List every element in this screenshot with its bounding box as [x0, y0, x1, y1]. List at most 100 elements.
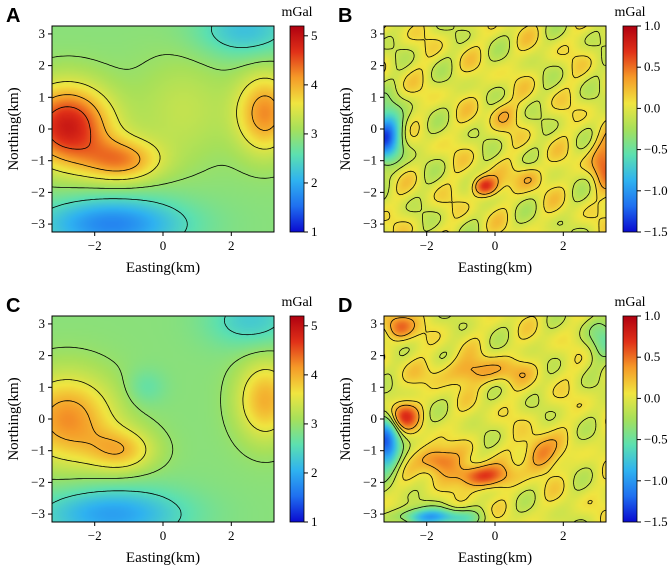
x-tick-label: 0 — [492, 238, 499, 253]
contour-line — [51, 315, 275, 523]
y-tick-label: 3 — [39, 316, 46, 331]
y-tick-label: 0 — [371, 121, 378, 136]
y-tick-label: −3 — [31, 506, 45, 521]
contour-line — [383, 323, 607, 523]
panel-letter: B — [338, 5, 352, 27]
x-tick-label: 2 — [228, 528, 235, 543]
y-axis-label: Northing(km) — [338, 377, 354, 460]
heatmap-image — [52, 26, 274, 232]
y-tick-label: 3 — [371, 316, 378, 331]
contour-line — [383, 92, 404, 166]
x-tick-label: 0 — [160, 528, 167, 543]
colorbar-tick-label: 4 — [311, 77, 318, 92]
y-tick-label: −2 — [31, 474, 45, 489]
colorbar-unit-label: mGal — [281, 295, 312, 310]
y-tick-label: −2 — [363, 474, 377, 489]
y-axis-label: Northing(km) — [6, 377, 22, 460]
contour-line — [51, 25, 275, 233]
colorbar-tick-label: −0.5 — [644, 432, 668, 447]
panel-D: D −2 0 2 −3 −2 −1 0 1 2 3 Easting(km) Northing(km) −1… — [338, 295, 668, 566]
y-tick-label: 2 — [39, 348, 46, 363]
contour-line — [383, 315, 607, 523]
y-axis-label: Northing(km) — [338, 87, 354, 170]
colorbar-tick-label: 0.5 — [644, 349, 660, 364]
heatmap-image — [52, 316, 274, 522]
y-tick-label: 2 — [39, 58, 46, 73]
x-tick-label: −2 — [88, 528, 102, 543]
contour-line — [383, 25, 607, 233]
contour-line — [475, 111, 607, 195]
colorbar-tick-label: −0.5 — [644, 142, 668, 157]
x-tick-label: −2 — [420, 528, 434, 543]
contour-line — [51, 346, 275, 480]
colorbar-tick-label: 0.5 — [644, 59, 660, 74]
x-tick-label: −2 — [88, 238, 102, 253]
x-axis-label: Easting(km) — [458, 260, 532, 276]
y-tick-label: 1 — [39, 89, 46, 104]
colorbar-tick-label: 1 — [311, 224, 318, 239]
colorbar-tick-label: 1.0 — [644, 18, 660, 33]
y-tick-label: −3 — [31, 216, 45, 231]
y-tick-label: 0 — [371, 411, 378, 426]
panel-letter: A — [6, 5, 20, 27]
contour-line — [383, 315, 607, 523]
contour-line — [51, 369, 275, 468]
colorbar-tick-label: 1 — [311, 514, 318, 529]
x-tick-label: 2 — [560, 528, 567, 543]
x-tick-label: 0 — [160, 238, 167, 253]
colorbar-tick-label: 0.0 — [644, 100, 660, 115]
colorbar-tick-label: 2 — [311, 465, 318, 480]
x-axis-label: Easting(km) — [458, 550, 532, 566]
colorbar-tick-label: 3 — [311, 126, 318, 141]
colorbar-tick-label: −1.5 — [644, 514, 668, 529]
y-tick-label: 2 — [371, 58, 378, 73]
x-tick-label: −2 — [420, 238, 434, 253]
panel-letter: C — [6, 295, 20, 317]
y-tick-label: −1 — [363, 443, 377, 458]
colorbar — [622, 25, 638, 233]
y-axis-label: Northing(km) — [6, 87, 22, 170]
y-tick-label: 0 — [39, 121, 46, 136]
colorbar-tick-label: 0.0 — [644, 390, 660, 405]
colorbar-tick-label: 4 — [311, 367, 318, 382]
colorbar-tick-label: −1.0 — [644, 183, 668, 198]
y-tick-label: 3 — [39, 26, 46, 41]
x-tick-label: 0 — [492, 528, 499, 543]
x-tick-label: 2 — [228, 238, 235, 253]
colorbar-unit-label: mGal — [614, 5, 645, 20]
y-tick-label: 1 — [371, 89, 378, 104]
colorbar-tick-label: 2 — [311, 175, 318, 190]
panel-C: C −2 0 2 −3 −2 −1 0 1 2 3 Easting(km) Northing(km) 1 2… — [6, 295, 318, 566]
colorbar-tick-label: 5 — [311, 318, 318, 333]
colorbar — [289, 25, 305, 233]
y-tick-label: 2 — [371, 348, 378, 363]
y-tick-label: 3 — [371, 26, 378, 41]
colorbar-unit-label: mGal — [614, 295, 645, 310]
y-tick-label: −1 — [363, 153, 377, 168]
contour-line — [51, 94, 275, 172]
contour-line — [390, 317, 558, 486]
panel-A: A −2 0 2 −3 −2 −1 0 1 2 3 Easting(km) Northing(km) 1 2… — [6, 5, 318, 276]
colorbar-tick-label: 3 — [311, 416, 318, 431]
colorbar — [622, 315, 638, 523]
y-tick-label: 0 — [39, 411, 46, 426]
colorbar-tick-label: −1.0 — [644, 473, 668, 488]
y-tick-label: −3 — [363, 506, 377, 521]
contour-line — [383, 25, 607, 233]
y-tick-label: −1 — [31, 443, 45, 458]
y-tick-label: 1 — [39, 379, 46, 394]
colorbar-tick-label: 5 — [311, 28, 318, 43]
colorbar-unit-label: mGal — [281, 5, 312, 20]
x-tick-label: 2 — [560, 238, 567, 253]
y-tick-label: 1 — [371, 379, 378, 394]
y-tick-label: −3 — [363, 216, 377, 231]
colorbar-tick-label: 1.0 — [644, 308, 660, 323]
x-axis-label: Easting(km) — [126, 550, 200, 566]
contour-line — [51, 77, 275, 181]
y-tick-label: −2 — [363, 184, 377, 199]
panel-B: B −2 0 2 −3 −2 −1 0 1 2 3 Easting(km) Northing(km) −1… — [338, 5, 668, 276]
heatmap-image — [384, 26, 606, 232]
y-tick-label: −2 — [31, 184, 45, 199]
colorbar — [289, 315, 305, 523]
